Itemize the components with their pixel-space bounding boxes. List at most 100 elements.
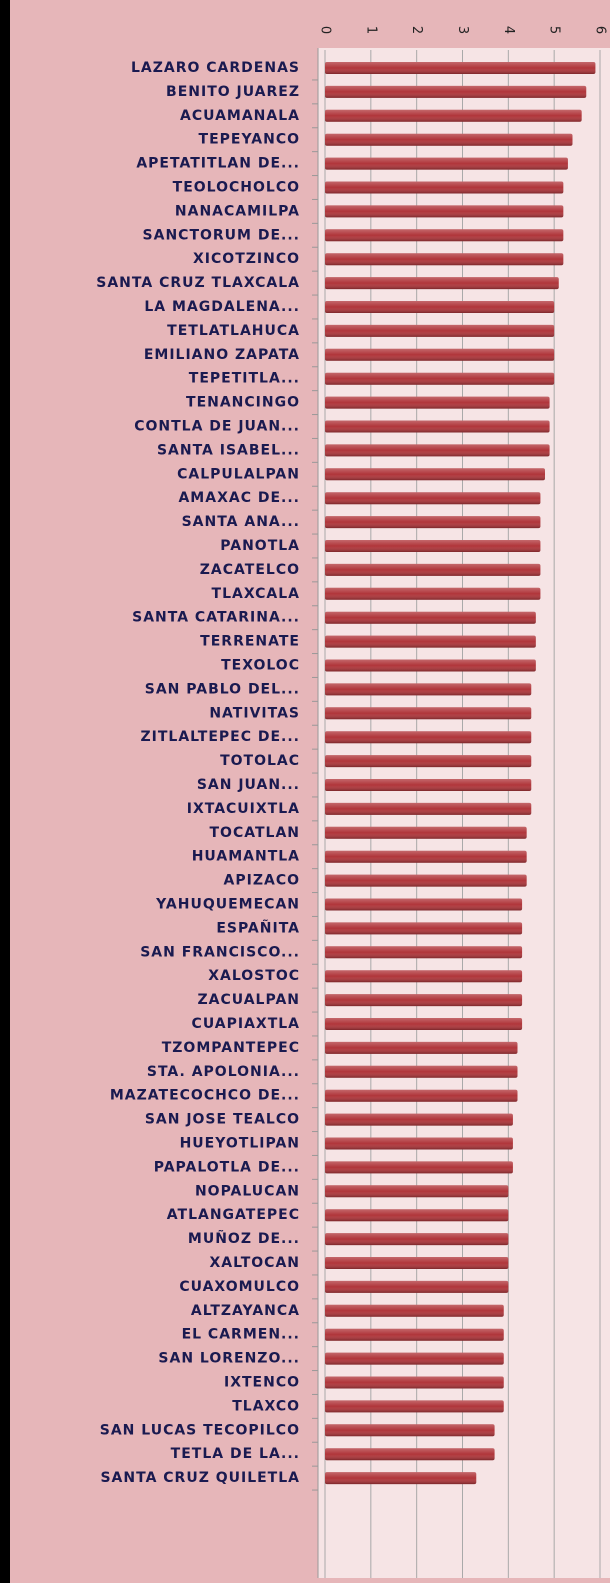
x-tick-label: 4 — [501, 26, 516, 34]
y-tick-label: TLAXCALA — [212, 586, 300, 602]
y-tick-label: SAN FRANCISCO... — [140, 944, 300, 960]
bar-shade — [325, 707, 532, 720]
bar-shade — [325, 1018, 523, 1030]
y-tick-label: TOCATLAN — [210, 825, 301, 841]
bar-shade — [325, 109, 582, 122]
y-tick-label: STA. APOLONIA... — [147, 1064, 300, 1080]
y-tick-label: PANOTLA — [220, 538, 300, 554]
bar-shade — [325, 874, 527, 887]
y-tick-label: ALTZAYANCA — [191, 1303, 300, 1319]
bar-shade — [325, 444, 550, 457]
bar-shade — [325, 253, 564, 266]
y-tick-label: ATLANGATEPEC — [167, 1207, 300, 1223]
y-tick-label: SANTA ANA... — [182, 514, 300, 530]
y-tick-label: APETATITLAN DE... — [136, 156, 300, 172]
bar-shade — [325, 1424, 495, 1437]
y-tick-label: ZITLALTEPEC DE... — [141, 729, 301, 745]
y-tick-label: MUÑOZ DE... — [188, 1230, 300, 1247]
bar-shade — [325, 1233, 509, 1246]
x-tick-label: 3 — [455, 26, 470, 34]
bar-shade — [325, 1209, 509, 1222]
y-tick-label: SANTA CRUZ TLAXCALA — [96, 275, 300, 291]
bar-shade — [325, 1448, 495, 1461]
bar-shade — [325, 1065, 518, 1078]
bar-shade — [325, 994, 523, 1007]
bar-shade — [325, 301, 555, 313]
y-tick-label: TETLA DE LA... — [171, 1446, 300, 1462]
y-tick-label: TZOMPANTEPEC — [162, 1040, 300, 1056]
bar-shade — [325, 970, 523, 983]
bar-shade — [325, 492, 541, 505]
bar-shade — [325, 468, 545, 481]
y-tick-label: SANCTORUM DE... — [143, 227, 300, 243]
y-tick-label: ZACUALPAN — [198, 992, 300, 1008]
bar-shade — [325, 587, 541, 600]
y-tick-label: SANTA ISABEL... — [157, 442, 300, 458]
bar-shade — [325, 755, 532, 768]
bar-shade — [325, 1304, 504, 1317]
y-tick-label: NANACAMILPA — [175, 203, 300, 219]
x-tick-label: 2 — [409, 26, 424, 34]
bar-shade — [325, 133, 573, 146]
y-tick-label: SAN LUCAS TECOPILCO — [100, 1422, 300, 1438]
x-tick-label: 0 — [318, 26, 333, 34]
bar-shade — [325, 611, 536, 624]
y-tick-label: CALPULALPAN — [177, 466, 300, 482]
y-tick-label: ESPAÑITA — [216, 919, 300, 936]
y-tick-label: NATIVITAS — [209, 705, 300, 721]
y-tick-label: SAN PABLO DEL... — [145, 681, 300, 697]
bar-shade — [325, 324, 555, 337]
bar-shade — [325, 157, 568, 170]
bar-shade — [325, 1400, 504, 1413]
bar-shade — [325, 563, 541, 576]
y-tick-label: EMILIANO ZAPATA — [144, 347, 300, 363]
bar-shade — [325, 372, 555, 385]
bar-shade — [325, 1041, 518, 1054]
bar-shade — [325, 635, 536, 648]
y-tick-label: MAZATECOCHCO DE... — [110, 1088, 300, 1104]
bar-shade — [325, 277, 559, 290]
y-tick-label: EL CARMEN... — [182, 1327, 300, 1343]
y-tick-label: IXTACUIXTLA — [187, 801, 300, 817]
bar-shade — [325, 420, 550, 433]
y-tick-label: NOPALUCAN — [195, 1183, 300, 1199]
bar-shade — [325, 348, 555, 361]
bar-shade — [325, 181, 564, 194]
bar-shade — [325, 1472, 477, 1485]
bar-shade — [325, 516, 541, 529]
y-tick-label: CUAPIAXTLA — [192, 1016, 300, 1032]
y-tick-label: YAHUQUEMECAN — [155, 897, 300, 913]
y-tick-label: CUAXOMULCO — [179, 1279, 300, 1295]
y-tick-label: SANTA CRUZ QUILETLA — [100, 1470, 300, 1486]
y-tick-label: TENANCINGO — [186, 395, 300, 411]
bar-shade — [325, 1089, 518, 1102]
bar-shade — [325, 1113, 513, 1126]
y-tick-label: AMAXAC DE... — [178, 490, 300, 506]
y-tick-label: ACUAMANALA — [180, 108, 300, 124]
bar-shade — [325, 850, 527, 863]
y-tick-label: APIZACO — [224, 873, 300, 889]
y-tick-label: SAN JUAN... — [197, 777, 300, 793]
bar-shade — [325, 62, 596, 74]
y-tick-label: IXTENCO — [224, 1375, 300, 1391]
y-tick-label: TOTOLAC — [220, 753, 300, 769]
bar-shade — [325, 826, 527, 839]
bar-shade — [325, 1137, 513, 1150]
x-tick-label: 1 — [363, 26, 378, 34]
y-tick-label: ZACATELCO — [200, 562, 300, 578]
y-tick-label: PAPALOTLA DE... — [154, 1159, 300, 1175]
bar-shade — [325, 85, 587, 98]
bar-shade — [325, 802, 532, 815]
bar-shade — [325, 1328, 504, 1341]
y-tick-label: SAN LORENZO... — [158, 1351, 300, 1367]
y-tick-label: TEOLOCHOLCO — [173, 180, 300, 196]
bar-shade — [325, 731, 532, 744]
y-tick-label: BENITO JUAREZ — [166, 84, 300, 100]
bar-shade — [325, 1161, 513, 1174]
bar-shade — [325, 1352, 504, 1365]
bar-shade — [325, 683, 532, 696]
y-tick-label: TLAXCO — [232, 1398, 300, 1414]
bar-shade — [325, 396, 550, 409]
y-tick-label: TEXOLOC — [221, 658, 300, 674]
